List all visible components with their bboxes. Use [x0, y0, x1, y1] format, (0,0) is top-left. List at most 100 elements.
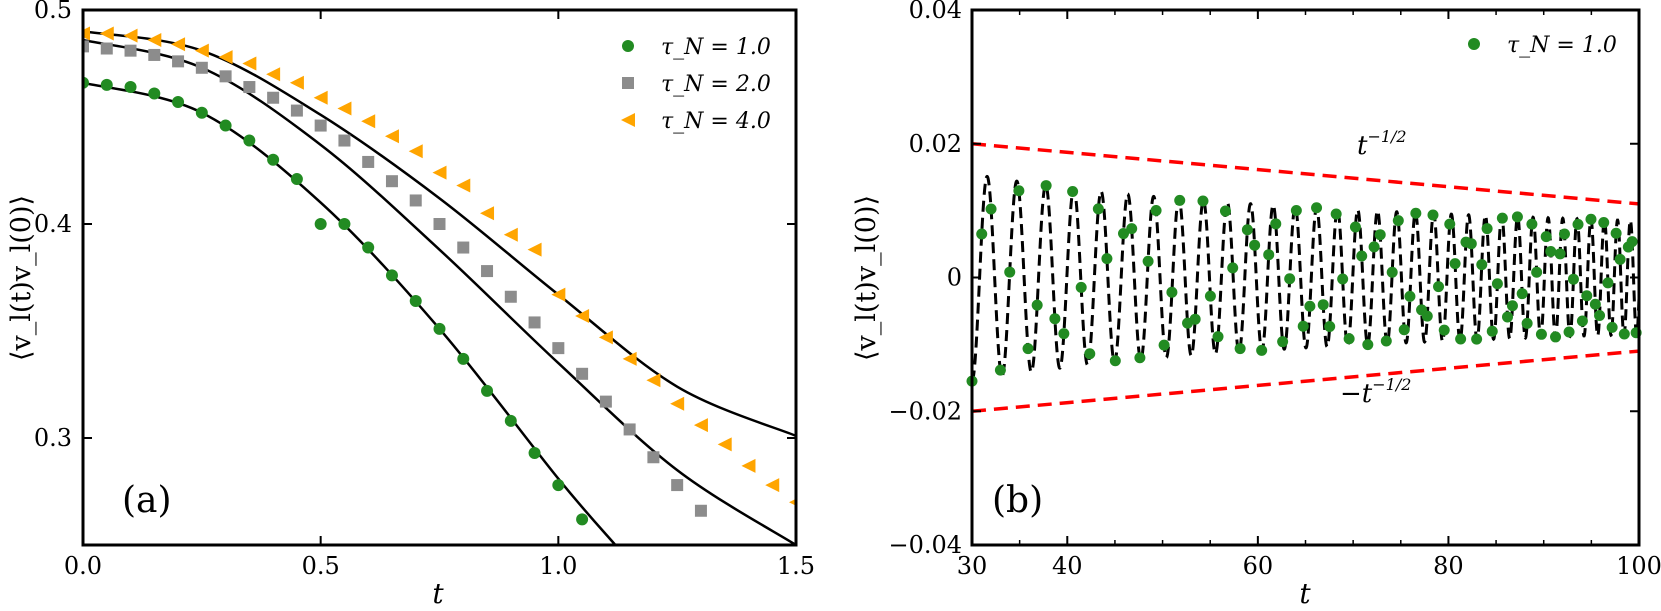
point-s2-21: [575, 309, 590, 324]
point-s2-15: [432, 165, 447, 180]
point-b-37: [1270, 218, 1282, 230]
point-s0-13: [385, 269, 398, 282]
point-b-24: [1174, 194, 1186, 206]
point-b-95: [1589, 298, 1601, 310]
point-s2-4: [171, 37, 186, 52]
x-tick-label-b-1: 40: [1052, 552, 1083, 580]
panel-label-a: (a): [122, 480, 172, 521]
data-points: [966, 180, 1642, 387]
point-b-39: [1284, 273, 1296, 285]
point-s2-20: [551, 287, 566, 302]
point-s0-11: [338, 218, 351, 230]
point-b-102: [1618, 328, 1630, 340]
point-s0-7: [243, 134, 256, 147]
x-axis-label-a: t: [432, 577, 444, 610]
point-s2-7: [242, 56, 257, 71]
point-s1-19: [528, 316, 541, 329]
x-axis-label-b: t: [1299, 577, 1311, 610]
point-s2-26: [693, 418, 708, 433]
point-b-6: [1022, 343, 1034, 355]
point-b-75: [1496, 212, 1508, 224]
point-b-20: [1142, 255, 1154, 267]
x-tick-label-b-2: 60: [1243, 552, 1274, 580]
point-s0-1: [100, 78, 113, 91]
point-b-67: [1455, 333, 1467, 345]
point-b-79: [1516, 288, 1528, 300]
point-b-26: [1189, 313, 1201, 325]
point-b-32: [1234, 343, 1246, 355]
lower-envelope-label: −t−1/2: [1340, 375, 1411, 409]
point-s1-20: [552, 342, 565, 355]
point-s0-20: [552, 479, 565, 492]
point-b-40: [1290, 205, 1302, 217]
panel-b: 30 40 60 80 100 −0.04 −0.02 0 0.02 0.04 t ⟨v_l(t)…: [851, 0, 1661, 610]
point-b-45: [1324, 320, 1336, 332]
fit-curve-0: [83, 81, 617, 545]
point-s2-25: [670, 396, 685, 411]
point-b-58: [1404, 290, 1416, 302]
point-s2-28: [741, 458, 756, 473]
point-s2-17: [480, 206, 495, 221]
point-b-52: [1368, 241, 1380, 253]
point-s1-13: [385, 175, 398, 188]
point-b-59: [1410, 207, 1422, 219]
plot-frame-a: [81, 8, 798, 547]
point-s0-16: [457, 352, 470, 365]
point-s2-23: [622, 351, 637, 366]
point-b-50: [1356, 250, 1368, 262]
point-s1-15: [433, 218, 446, 230]
point-s0-17: [481, 384, 494, 397]
point-b-81: [1526, 218, 1538, 230]
point-s2-29: [765, 478, 780, 493]
point-s1-7: [243, 81, 256, 94]
point-s1-23: [623, 423, 636, 436]
point-b-70: [1471, 333, 1483, 345]
point-s0-14: [409, 295, 422, 308]
envelope-upper: [972, 142, 1639, 206]
point-b-29: [1212, 331, 1224, 343]
point-b-53: [1374, 229, 1386, 241]
point-s2-16: [456, 178, 471, 193]
point-b-47: [1337, 273, 1349, 285]
point-b-61: [1421, 310, 1433, 322]
point-b-92: [1576, 315, 1588, 327]
point-b-15: [1101, 253, 1113, 265]
y-axis-label-b: ⟨v_l(t)v_l(0)⟩: [851, 195, 882, 361]
legend-label-a-1: τ_N = 2.0: [661, 72, 771, 97]
point-b-38: [1277, 336, 1289, 348]
point-b-48: [1343, 333, 1355, 345]
point-b-93: [1581, 290, 1593, 302]
point-b-30: [1219, 205, 1231, 217]
oscillation-curve: [972, 174, 1639, 383]
point-b-41: [1297, 320, 1309, 332]
point-b-96: [1594, 309, 1606, 321]
point-s1-4: [172, 55, 185, 68]
point-s1-9: [290, 104, 303, 117]
y-tick-label-a-0: 0.3: [34, 424, 72, 452]
point-s1-10: [314, 119, 327, 132]
point-b-77: [1506, 300, 1518, 312]
point-b-49: [1349, 221, 1361, 233]
point-s1-14: [409, 194, 422, 207]
point-s2-8: [266, 67, 281, 82]
point-s1-12: [362, 155, 375, 168]
point-b-35: [1256, 344, 1268, 356]
point-s0-21: [576, 513, 589, 526]
point-b-22: [1158, 339, 1170, 351]
point-s1-0: [83, 40, 89, 53]
point-s2-24: [646, 373, 661, 388]
point-b-83: [1535, 328, 1547, 340]
point-s2-5: [194, 43, 209, 58]
point-s2-2: [123, 28, 138, 43]
point-b-9: [1049, 313, 1061, 325]
point-s1-24: [647, 451, 660, 464]
point-s1-21: [576, 367, 589, 380]
point-b-90: [1567, 273, 1579, 285]
point-s0-12: [362, 241, 375, 254]
point-b-86: [1550, 331, 1562, 343]
ticks-b: 30 40 60 80 100 −0.04 −0.02 0 0.02 0.04: [888, 0, 1661, 580]
point-b-46: [1330, 208, 1342, 220]
point-b-57: [1398, 324, 1410, 336]
x-tick-label-b-0: 30: [957, 552, 988, 580]
